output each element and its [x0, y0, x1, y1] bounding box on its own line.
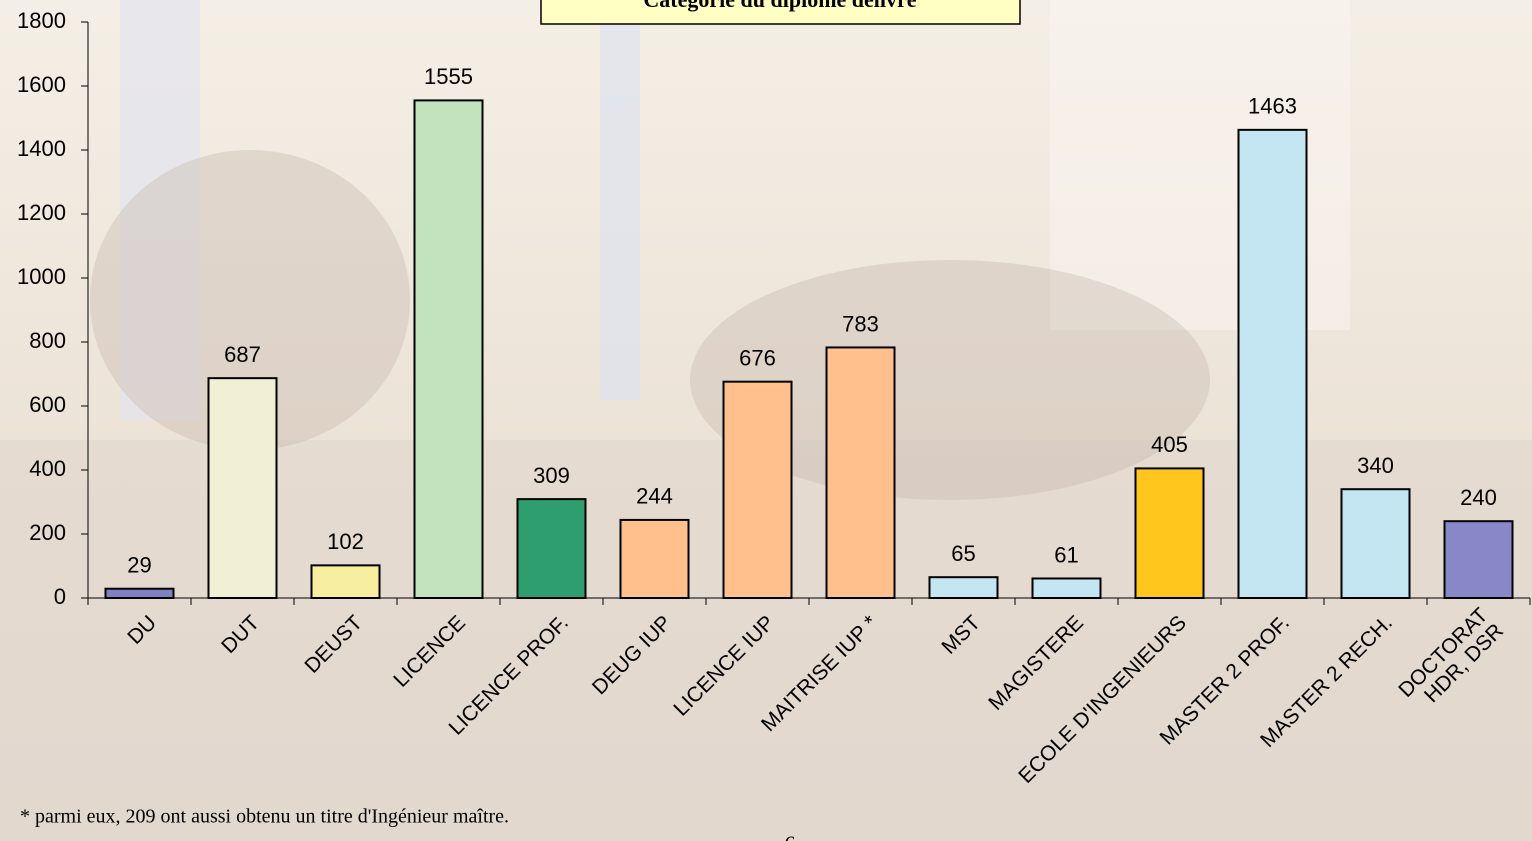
bar — [1237, 128, 1308, 599]
value-label: 340 — [1357, 453, 1394, 478]
bar — [207, 377, 278, 599]
value-label: 783 — [842, 311, 879, 336]
photo-pillar — [120, 0, 200, 420]
bar — [516, 498, 587, 599]
bar — [928, 576, 999, 600]
value-label: 244 — [636, 484, 673, 509]
value-label: 1555 — [424, 64, 473, 89]
y-tick-label: 1400 — [17, 136, 66, 161]
bar — [1031, 577, 1102, 599]
title-box — [540, 0, 1021, 25]
bar — [310, 564, 381, 599]
y-tick-label: 600 — [29, 392, 66, 417]
y-tick-label: 0 — [54, 584, 66, 609]
value-label: 405 — [1151, 432, 1188, 457]
y-tick-label: 1000 — [17, 264, 66, 289]
value-label: 687 — [224, 342, 261, 367]
bar — [1443, 520, 1514, 600]
value-label: 1463 — [1248, 94, 1297, 119]
photo-crowd — [90, 150, 410, 450]
bar — [619, 518, 690, 599]
value-label: 65 — [951, 541, 975, 566]
chart-title: Catégorie du diplôme délivré — [643, 0, 916, 12]
value-label: 676 — [739, 345, 776, 370]
value-label: 309 — [533, 463, 570, 488]
value-label: 102 — [327, 529, 364, 554]
value-label: 61 — [1054, 542, 1078, 567]
bar — [825, 346, 896, 599]
y-tick-label: 1600 — [17, 72, 66, 97]
bar — [413, 99, 484, 600]
footnote: * parmi eux, 209 ont aussi obtenu un tit… — [20, 806, 509, 828]
value-label: 240 — [1460, 485, 1497, 510]
page-number: 6 — [785, 831, 796, 841]
bar — [104, 587, 175, 599]
y-tick-label: 200 — [29, 520, 66, 545]
y-tick-label: 800 — [29, 328, 66, 353]
bar — [722, 380, 793, 599]
photo-pillar — [600, 0, 640, 400]
bar — [1134, 467, 1205, 599]
y-tick-label: 1800 — [17, 8, 66, 33]
bar — [1340, 488, 1411, 600]
value-label: 29 — [127, 553, 151, 578]
y-tick-label: 1200 — [17, 200, 66, 225]
photo-crowd — [690, 260, 1210, 500]
y-tick-label: 400 — [29, 456, 66, 481]
